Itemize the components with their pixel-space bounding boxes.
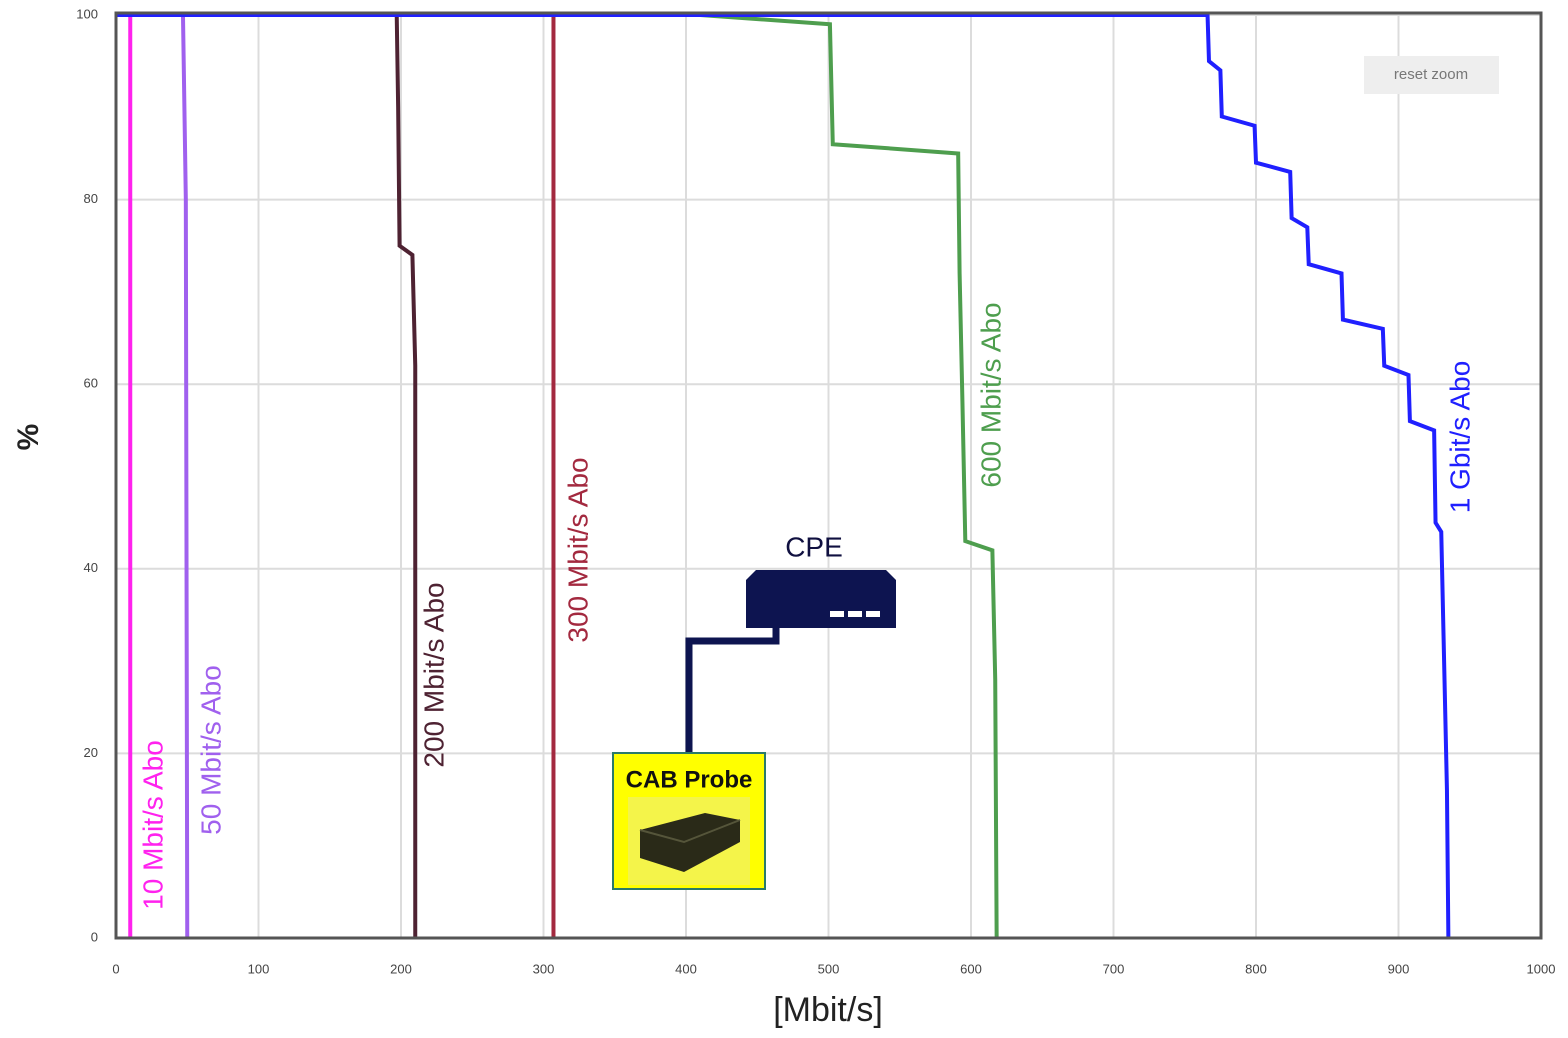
y-tick-label: 40 [84,560,98,575]
probe-label: CAB Probe [626,766,753,793]
x-tick-label: 200 [390,961,412,976]
series-line [116,13,999,939]
grid [115,14,1542,939]
y-tick-label: 0 [91,929,98,944]
series-line [116,13,556,938]
y-axis-label: % [12,424,45,451]
probe-box [612,752,766,890]
x-tick-label: 1000 [1527,961,1556,976]
series-label: 50 Mbit/s Abo [195,665,226,835]
cpe-icon [685,570,896,753]
series-line [116,13,1451,939]
y-tick-label: 60 [84,376,98,391]
series-label: 1 Gbit/s Abo [1444,361,1475,514]
series-label: 300 Mbit/s Abo [562,457,593,642]
x-tick-label: 700 [1103,961,1125,976]
x-tick-label: 0 [112,961,119,976]
x-axis-label: [Mbit/s] [773,991,883,1029]
plot-frame [114,11,1543,940]
cpe-label: CPE [785,531,843,562]
x-tick-label: 400 [675,961,697,976]
series-label: 600 Mbit/s Abo [975,302,1006,487]
reset-zoom-label[interactable]: reset zoom [1394,66,1468,83]
reset-zoom-button[interactable] [1364,56,1499,94]
x-tick-label: 600 [960,961,982,976]
x-tick-label: 100 [248,961,270,976]
series-line [116,13,133,938]
x-tick-label: 800 [1245,961,1267,976]
x-tick-label: 500 [818,961,840,976]
y-tick-label: 20 [84,745,98,760]
x-tick-label: 900 [1388,961,1410,976]
y-tick-label: 100 [76,6,98,21]
series-label: 200 Mbit/s Abo [418,582,449,767]
x-tick-label: 300 [533,961,555,976]
series-label: 10 Mbit/s Abo [137,740,168,910]
lines [116,13,1451,939]
y-tick-label: 80 [84,191,98,206]
